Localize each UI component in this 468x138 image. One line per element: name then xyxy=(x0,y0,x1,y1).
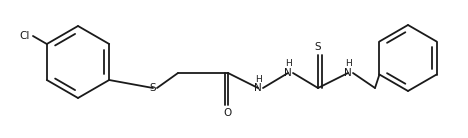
Text: S: S xyxy=(314,42,322,52)
Text: N: N xyxy=(254,83,262,93)
Text: S: S xyxy=(150,83,156,93)
Text: N: N xyxy=(344,68,352,78)
Text: O: O xyxy=(224,108,232,118)
Text: H: H xyxy=(255,75,261,83)
Text: H: H xyxy=(344,59,351,68)
Text: Cl: Cl xyxy=(20,31,30,41)
Text: N: N xyxy=(284,68,292,78)
Text: H: H xyxy=(285,59,292,68)
